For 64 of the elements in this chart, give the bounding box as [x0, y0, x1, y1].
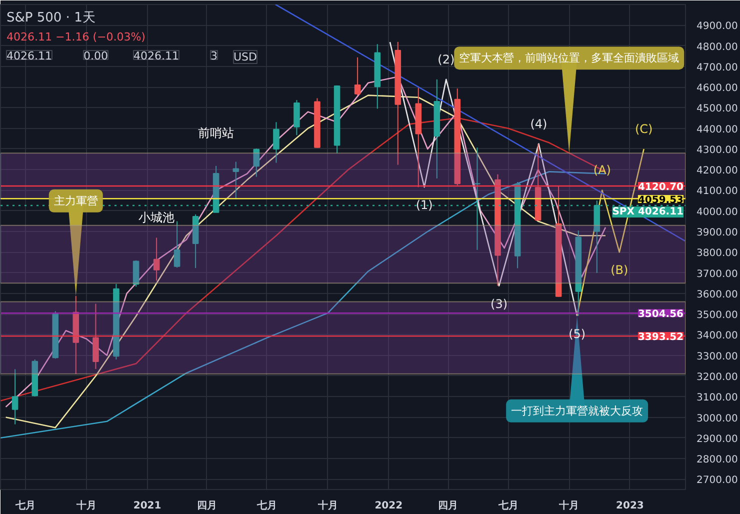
y-tick-label: 4300.00	[696, 144, 738, 156]
candlestick	[92, 303, 99, 370]
candlestick	[132, 260, 140, 288]
y-tick-label: 4700.00	[696, 62, 738, 74]
x-tick-label: 十月	[75, 500, 96, 512]
x-tick-label: 2021	[133, 500, 162, 512]
x-tick-label: 十月	[316, 500, 338, 512]
candlestick	[232, 161, 240, 200]
annotation: (4)	[530, 116, 548, 131]
annotation: 一打到主力軍營就被大反攻	[511, 404, 644, 418]
y-tick-label: 4500.00	[696, 104, 738, 115]
y-tick-label: 3700.00	[696, 268, 738, 280]
y-tick-label: 3100.00	[696, 392, 738, 404]
ref-line-label: 3504.56	[638, 309, 684, 320]
y-tick-label: 4900.00	[696, 21, 738, 32]
annotation: 主力軍營	[54, 194, 98, 208]
y-tick-label: 4000.00	[696, 206, 738, 218]
y-tick-label: 3500.00	[696, 310, 738, 322]
annotation: (2)	[438, 52, 455, 66]
y-tick-label: 3200.00	[696, 372, 738, 383]
x-tick-label: 十月	[558, 500, 580, 512]
y-tick-label: 3000.00	[696, 413, 738, 424]
annotation: (B)	[610, 263, 628, 278]
x-tick-label: 2022	[374, 500, 403, 512]
candlestick	[12, 368, 18, 425]
text: 4026.11 −1.16 (−0.03%)	[6, 30, 146, 44]
annotation: 空軍大本營，前哨站位置，多軍全面潰敗區域	[459, 52, 680, 65]
candlestick	[294, 100, 300, 136]
x-tick-label: 四月	[438, 500, 458, 512]
annotation: 4026.11	[134, 50, 179, 62]
y-tick-label: 2900.00	[696, 434, 738, 445]
candlestick	[153, 237, 160, 282]
annotation: (3)	[490, 296, 508, 311]
annotation: 4026.11	[6, 50, 52, 62]
candlestick	[174, 220, 180, 268]
annotation: (C)	[634, 122, 653, 136]
y-tick-label: 4600.00	[696, 83, 738, 94]
y-tick-label: 2800.00	[696, 454, 738, 466]
candlestick	[253, 148, 260, 178]
text: S&P 500 · 1天	[6, 10, 96, 26]
y-tick-label: 3600.00	[696, 289, 738, 300]
annotation: 小城池	[138, 210, 175, 225]
x-tick-label: 七月	[14, 500, 36, 512]
x-tick-label: 七月	[256, 500, 277, 512]
ref-line-label: SPX 4026.11	[612, 206, 684, 218]
annotation: 前哨站	[198, 126, 234, 140]
y-tick-label: 3800.00	[696, 248, 738, 260]
y-tick-label: 4800.00	[696, 42, 738, 53]
annotation: 0.00	[84, 50, 108, 62]
y-tick-label: 3300.00	[696, 351, 738, 362]
annotation: (1)	[416, 198, 433, 212]
y-tick-label: 3900.00	[696, 228, 738, 239]
y-tick-label: 4200.00	[696, 166, 738, 177]
candlestick	[354, 56, 361, 96]
x-tick-label: 2023	[616, 500, 644, 512]
y-tick-label: 4400.00	[696, 124, 738, 136]
y-tick-label: 4100.00	[696, 186, 738, 198]
annotation: USD	[234, 50, 258, 64]
x-tick-label: 七月	[497, 500, 518, 512]
candlestick	[273, 122, 280, 164]
y-tick-label: 2700.00	[696, 475, 738, 486]
x-tick-label: 四月	[196, 500, 217, 512]
y-tick-label: 3400.00	[696, 330, 738, 342]
annotation: 3	[210, 50, 218, 62]
